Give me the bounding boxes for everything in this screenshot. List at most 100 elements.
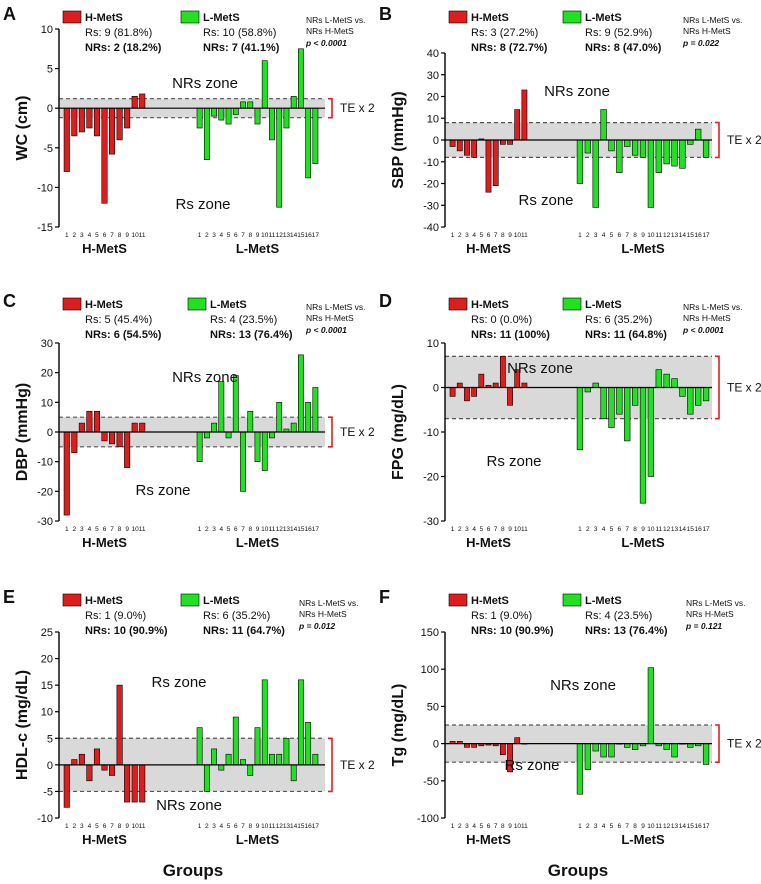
zone-label-upper: NRs zone (172, 369, 238, 386)
tick-label: 7 (625, 823, 629, 830)
y-tick-label: 0 (47, 103, 53, 115)
stats-p-value: p < 0.0001 (305, 38, 347, 48)
y-tick-label: 50 (427, 701, 439, 713)
zone-label-upper: NRs zone (550, 677, 616, 694)
bar-h-mets-4 (471, 387, 478, 397)
y-tick-label: 5 (47, 733, 53, 745)
tick-label: 15 (687, 823, 695, 830)
group-label: L-MetS (621, 832, 665, 847)
bar-l-mets-17 (312, 107, 319, 164)
tick-label: 1 (451, 823, 455, 830)
bar-h-mets-5 (93, 107, 100, 137)
bar-h-mets-9 (124, 431, 131, 468)
tick-label: 16 (305, 526, 313, 533)
bar-l-mets-12 (663, 139, 670, 165)
tick-label: 17 (312, 823, 320, 830)
tick-label: 9 (508, 232, 512, 239)
bar-l-mets-14 (290, 422, 297, 433)
tick-label: 8 (248, 823, 252, 830)
bar-h-mets-4 (471, 139, 478, 158)
legend-nrs-h: NRs: 10 (90.9%) (471, 625, 554, 637)
tick-label: 7 (625, 526, 629, 533)
bar-l-mets-7 (240, 431, 246, 492)
tick-label: 17 (312, 526, 320, 533)
bar-h-mets-1 (63, 764, 70, 808)
tick-label: 8 (118, 823, 122, 830)
tick-label: 11 (269, 232, 276, 239)
legend-nrs-h: NRs: 2 (18.2%) (85, 42, 162, 54)
bar-h-mets-6 (485, 139, 492, 193)
tick-label: 5 (480, 526, 484, 533)
zone-label-lower: Rs zone (486, 453, 541, 470)
bar-l-mets-5 (225, 753, 232, 766)
legend-name-l: L-MetS (203, 595, 240, 607)
tick-label: 3 (594, 232, 598, 239)
bar-h-mets-2 (71, 107, 78, 137)
y-axis-label: SBP (mmHg) (390, 91, 407, 189)
tick-label: 12 (276, 823, 284, 830)
y-tick-label: 100 (421, 664, 439, 676)
legend-nrs-l: NRs: 7 (41.1%) (203, 42, 280, 54)
bar-l-mets-7 (624, 139, 631, 147)
bar-l-mets-15 (298, 48, 304, 109)
bar-l-mets-3 (592, 139, 599, 208)
bar-l-mets-2 (203, 107, 210, 160)
y-tick-label: 10 (41, 24, 53, 36)
panel-letter: B (379, 4, 392, 24)
legend-rs-h: Rs: 5 (45.4%) (85, 314, 152, 326)
bar-h-mets-2 (71, 431, 78, 454)
bar-l-mets-12 (276, 402, 283, 433)
tick-label: 8 (501, 823, 505, 830)
legend-swatch-h (448, 297, 468, 311)
bar-l-mets-7 (240, 759, 246, 766)
tick-label: 5 (610, 526, 614, 533)
tick-label: 5 (480, 823, 484, 830)
tick-label: 3 (465, 823, 469, 830)
tick-label: 8 (633, 232, 637, 239)
bar-l-mets-7 (240, 101, 246, 109)
bar-h-mets-10 (514, 109, 521, 141)
bar-l-mets-4 (600, 109, 607, 141)
group-label: L-MetS (621, 535, 665, 550)
stats-line2: NRs H-MetS (306, 313, 354, 323)
tick-label: 5 (480, 232, 484, 239)
tick-label: 2 (205, 526, 209, 533)
tick-label: 12 (276, 232, 284, 239)
te-label: TE x 2 (340, 425, 375, 439)
tick-label: 6 (234, 526, 238, 533)
tick-label: 1011 (131, 232, 145, 239)
tick-label: 5 (227, 526, 231, 533)
bar-l-mets-1 (196, 107, 203, 129)
tick-label: 9 (641, 232, 645, 239)
bar-l-mets-2 (584, 139, 591, 154)
legend-swatch-l (562, 593, 582, 607)
bar-l-mets-12 (276, 753, 283, 766)
tick-label: 11 (655, 232, 662, 239)
tick-label: 7 (494, 232, 498, 239)
stats-line2: NRs H-MetS (299, 609, 347, 619)
bar-h-mets-3 (78, 422, 85, 433)
y-tick-label: -40 (423, 222, 439, 234)
bar-h-mets-6 (101, 107, 108, 204)
bar-h-mets-1 (63, 431, 70, 516)
bar-h-mets-8 (116, 431, 123, 448)
tick-label: 7 (110, 823, 114, 830)
tick-label: 8 (501, 526, 505, 533)
tick-label: 16 (695, 526, 703, 533)
bar-h-mets-1 (63, 107, 70, 172)
tick-label: 11 (655, 526, 662, 533)
tick-label: 15 (297, 526, 305, 533)
tick-label: 4 (88, 823, 92, 830)
bar-l-mets-2 (584, 743, 591, 770)
tick-label: 12 (276, 526, 284, 533)
stats-line2: NRs H-MetS (306, 26, 354, 36)
bar-l-mets-8 (247, 410, 254, 433)
y-tick-label: -30 (37, 516, 53, 528)
stats-line1: NRs L-MetS vs. (683, 302, 743, 312)
bar-l-mets-16 (305, 722, 312, 766)
y-tick-label: -20 (37, 486, 53, 498)
tick-label: 10 (647, 823, 655, 830)
tick-label: 6 (103, 823, 107, 830)
